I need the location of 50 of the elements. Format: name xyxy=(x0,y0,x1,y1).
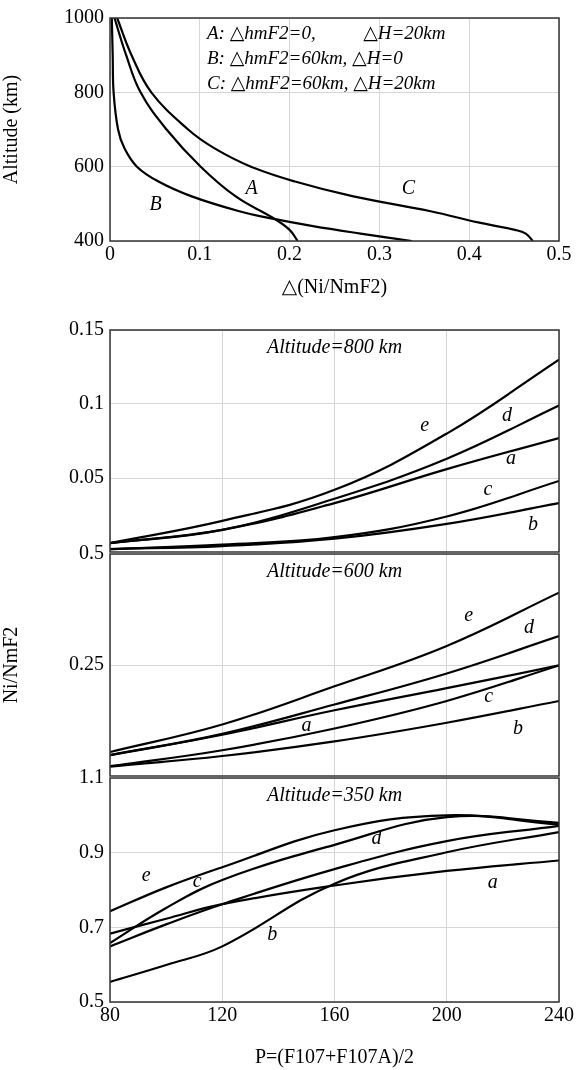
y-tick-label: 0.15 xyxy=(69,317,104,340)
chart-title: Altitude=600 km xyxy=(264,559,403,582)
series-label: c xyxy=(483,477,493,500)
series-label: c xyxy=(484,684,494,707)
x-axis-title: P=(F107+F107A)/2 xyxy=(254,1045,415,1069)
x-tick-label: 0.2 xyxy=(277,242,303,265)
y-tick-label: 1000 xyxy=(64,5,104,28)
y-tick-label: 600 xyxy=(74,153,104,176)
annotation: A: △hmF2=0, △H=20km xyxy=(205,21,446,43)
series-label: d xyxy=(502,402,513,425)
x-tick-label: 120 xyxy=(207,1003,238,1026)
series-label: a xyxy=(506,446,516,469)
y-tick-label: 0.1 xyxy=(79,391,104,414)
x-tick-label: 0 xyxy=(105,242,115,265)
x-tick-label: 0.5 xyxy=(546,242,572,265)
x-tick-label: 200 xyxy=(431,1003,462,1026)
y-tick-label: 0.5 xyxy=(79,541,104,564)
series-label: e xyxy=(141,862,151,885)
y-axis-title: Altitude (km) xyxy=(0,74,23,185)
x-tick-label: 160 xyxy=(319,1003,350,1026)
series-label: d xyxy=(371,826,383,849)
y-tick-label: 0.05 xyxy=(69,465,104,488)
series-label: e xyxy=(464,603,474,626)
series-label: B xyxy=(149,191,162,214)
series-label: c xyxy=(192,869,202,892)
y-tick-label: 0.25 xyxy=(69,652,104,675)
x-tick-label: 0.3 xyxy=(366,242,392,265)
x-tick-label: 0.4 xyxy=(456,242,482,265)
series-label: b xyxy=(267,921,278,944)
x-tick-label: 0.1 xyxy=(187,242,213,265)
series-label: b xyxy=(513,716,523,739)
x-axis-title: △(Ni/NmF2) xyxy=(281,275,388,299)
series-label: a xyxy=(301,712,312,735)
chart-title: Altitude=800 km xyxy=(264,335,403,358)
series-label: C xyxy=(401,175,416,198)
y-tick-label: 0.9 xyxy=(79,839,104,862)
series-label: e xyxy=(420,412,430,435)
series-label: b xyxy=(528,512,538,535)
chart-title: Altitude=350 km xyxy=(264,783,403,806)
series-label: d xyxy=(524,615,535,638)
series-label: a xyxy=(487,870,498,893)
y-tick-label: 800 xyxy=(74,79,104,102)
y-axis-title: Ni/NmF2 xyxy=(0,626,22,704)
annotation: B: △hmF2=60km, △H=0 xyxy=(207,46,404,68)
y-tick-label: 0.7 xyxy=(79,914,104,937)
annotation: C: △hmF2=60km, △H=20km xyxy=(207,71,436,93)
y-tick-label: 1.1 xyxy=(79,765,104,788)
series-label: A xyxy=(243,175,259,198)
x-tick-label: 240 xyxy=(544,1003,574,1026)
y-tick-label: 400 xyxy=(74,228,104,251)
